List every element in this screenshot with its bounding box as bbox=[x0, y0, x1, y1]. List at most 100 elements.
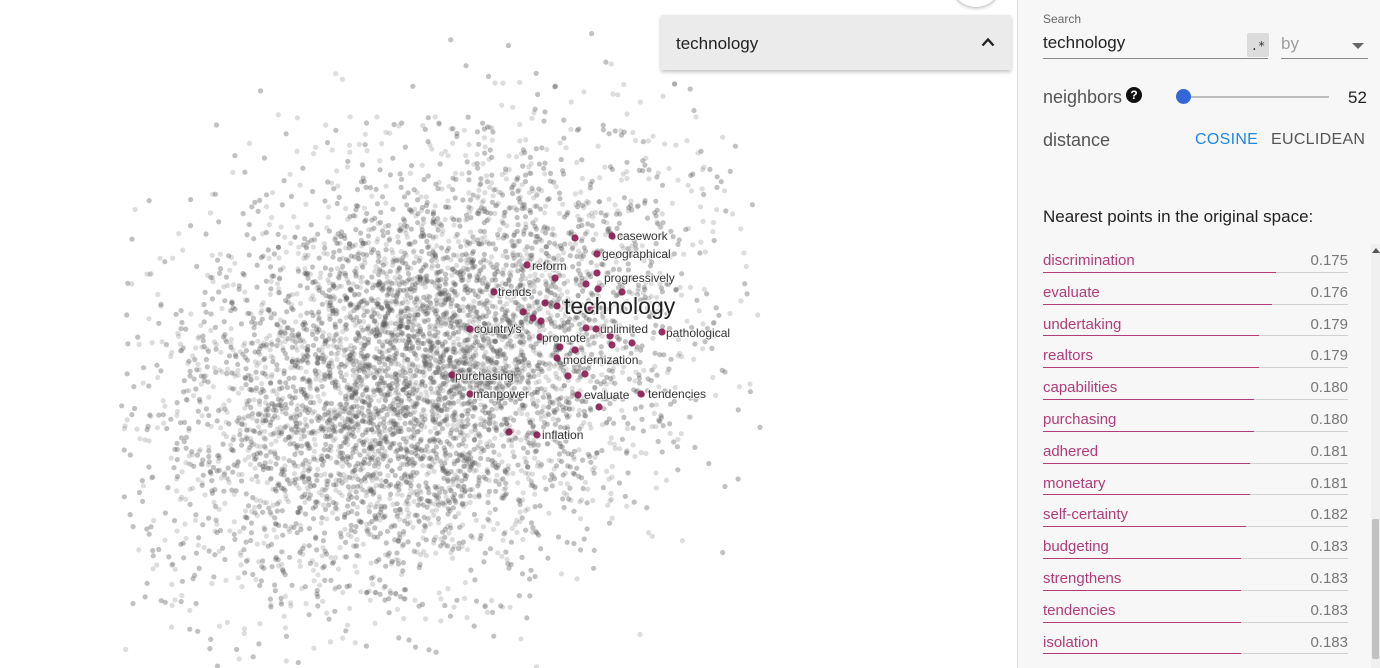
nearest-point-distance: 0.181 bbox=[1310, 442, 1348, 460]
scroll-up-icon[interactable] bbox=[1372, 248, 1380, 253]
neighbor-point[interactable] bbox=[505, 428, 513, 436]
scatter-plot[interactable]: casework geographical reform progressive… bbox=[0, 0, 1017, 668]
neighbor-point[interactable] bbox=[606, 332, 614, 340]
nearest-point-row[interactable]: budgeting 0.183 bbox=[1043, 530, 1348, 562]
nearest-points-title: Nearest points in the original space: bbox=[1043, 207, 1314, 226]
nearest-point-word[interactable]: tendencies bbox=[1043, 601, 1116, 619]
point-label-casework: casework bbox=[617, 229, 669, 243]
neighbor-point[interactable] bbox=[533, 431, 541, 439]
neighbor-point[interactable] bbox=[541, 299, 549, 307]
nearest-point-row[interactable]: undertaking 0.179 bbox=[1043, 308, 1348, 340]
neighbor-point[interactable] bbox=[582, 324, 590, 332]
neighbor-point[interactable] bbox=[593, 250, 601, 258]
chevron-up-icon[interactable] bbox=[981, 37, 995, 47]
point-label-promote: promote bbox=[542, 331, 586, 345]
search-label: Search bbox=[1043, 12, 1082, 26]
point-label-countrys: country's bbox=[474, 322, 522, 336]
point-labels: casework geographical reform progressive… bbox=[454, 228, 731, 443]
by-underline bbox=[1281, 58, 1368, 59]
inspector-panel: Search technology .* by neighbors ? 52 d… bbox=[1017, 0, 1380, 668]
nearest-point-word[interactable]: discrimination bbox=[1043, 252, 1135, 269]
neighbor-point[interactable] bbox=[448, 371, 456, 379]
nearest-point-row[interactable]: tendencies 0.183 bbox=[1043, 594, 1348, 626]
neighbor-point[interactable] bbox=[595, 403, 603, 411]
nearest-point-row[interactable]: isolation 0.183 bbox=[1043, 626, 1348, 658]
search-by-placeholder: by bbox=[1281, 34, 1299, 53]
projection-canvas[interactable]: casework geographical reform progressive… bbox=[0, 0, 1017, 668]
nearest-point-word[interactable]: evaluate bbox=[1043, 283, 1100, 301]
nearest-point-row[interactable]: capabilities 0.180 bbox=[1043, 371, 1348, 403]
nearest-point-word[interactable]: budgeting bbox=[1043, 538, 1109, 556]
neighbor-point[interactable] bbox=[553, 302, 561, 310]
neighbor-point[interactable] bbox=[628, 339, 636, 347]
neighbor-point[interactable] bbox=[553, 354, 561, 362]
nearest-point-row[interactable]: adhered 0.181 bbox=[1043, 435, 1348, 467]
selection-panel: technology bbox=[661, 15, 1011, 70]
neighbor-point[interactable] bbox=[658, 328, 666, 336]
search-by-select[interactable]: by bbox=[1281, 34, 1368, 58]
help-icon[interactable]: ? bbox=[1126, 87, 1142, 103]
point-label-modernization: modernization bbox=[563, 353, 638, 367]
neighbor-point[interactable] bbox=[466, 390, 474, 398]
distance-bar bbox=[1043, 494, 1250, 496]
distance-bar bbox=[1043, 303, 1272, 305]
scrollbar-thumb[interactable] bbox=[1372, 519, 1379, 659]
nearest-point-distance: 0.183 bbox=[1310, 538, 1348, 556]
neighbor-point[interactable] bbox=[529, 314, 537, 322]
neighbor-point[interactable] bbox=[537, 317, 545, 325]
neighbor-point[interactable] bbox=[536, 333, 544, 341]
neighbor-point[interactable] bbox=[571, 234, 579, 242]
nearest-point-word[interactable]: monetary bbox=[1043, 474, 1106, 492]
neighbor-point[interactable] bbox=[618, 288, 626, 296]
nearest-point-row[interactable]: monetary 0.181 bbox=[1043, 467, 1348, 499]
neighbor-point[interactable] bbox=[582, 280, 590, 288]
neighbors-value: 52 bbox=[1348, 88, 1367, 107]
neighbor-point[interactable] bbox=[594, 285, 602, 293]
nearest-point-word[interactable]: capabilities bbox=[1043, 379, 1118, 397]
point-label-trends: trends bbox=[498, 285, 531, 299]
neighbor-point[interactable] bbox=[556, 343, 564, 351]
nearest-point-row[interactable]: discrimination 0.175 bbox=[1043, 244, 1348, 276]
point-label-inflation: inflation bbox=[542, 428, 583, 442]
neighbor-point[interactable] bbox=[586, 306, 594, 314]
neighbor-point[interactable] bbox=[519, 308, 527, 316]
nearest-point-row[interactable]: evaluate 0.176 bbox=[1043, 276, 1348, 308]
nearest-point-row[interactable]: strengthens 0.183 bbox=[1043, 562, 1348, 594]
point-label-tendencies: tendencies bbox=[648, 387, 706, 401]
neighbor-point[interactable] bbox=[466, 325, 474, 333]
neighbor-point[interactable] bbox=[564, 372, 572, 380]
neighbor-point[interactable] bbox=[574, 391, 582, 399]
neighbor-point[interactable] bbox=[637, 390, 645, 398]
distance-bar bbox=[1043, 462, 1250, 464]
search-input[interactable]: technology bbox=[1043, 33, 1126, 52]
nearest-point-word[interactable]: strengthens bbox=[1043, 569, 1122, 587]
nearest-list-scrollbar[interactable] bbox=[1371, 244, 1380, 668]
neighbor-point[interactable] bbox=[551, 274, 559, 282]
distance-euclidean-button[interactable]: EUCLIDEAN bbox=[1271, 131, 1366, 148]
nearest-point-word[interactable]: realtors bbox=[1043, 347, 1094, 365]
neighbors-slider[interactable] bbox=[1176, 89, 1329, 104]
nearest-point-row[interactable]: realtors 0.179 bbox=[1043, 339, 1348, 371]
distance-cosine-button[interactable]: COSINE bbox=[1195, 131, 1259, 148]
neighbor-point[interactable] bbox=[581, 370, 589, 378]
dropdown-arrow-icon bbox=[1352, 43, 1364, 49]
nearest-point-row[interactable]: purchasing 0.180 bbox=[1043, 403, 1348, 435]
slider-knob[interactable] bbox=[1176, 89, 1191, 104]
neighbor-point[interactable] bbox=[490, 288, 498, 296]
neighbor-point[interactable] bbox=[523, 261, 531, 269]
point-label-purchasing: purchasing bbox=[455, 369, 514, 383]
regex-toggle-button[interactable]: .* bbox=[1247, 33, 1269, 57]
nearest-point-word[interactable]: isolation bbox=[1043, 633, 1099, 651]
neighbor-point[interactable] bbox=[608, 232, 616, 240]
nearest-point-word[interactable]: self-certainty bbox=[1043, 506, 1129, 524]
nearest-point-word[interactable]: undertaking bbox=[1043, 315, 1122, 333]
nearest-point-word[interactable]: adhered bbox=[1043, 442, 1099, 460]
neighbor-point[interactable] bbox=[608, 341, 616, 349]
distance-bar bbox=[1043, 557, 1242, 559]
neighbor-point[interactable] bbox=[593, 269, 601, 277]
selection-title: technology bbox=[676, 34, 759, 53]
nearest-point-row[interactable]: self-certainty 0.182 bbox=[1043, 498, 1348, 530]
neighbor-point[interactable] bbox=[592, 325, 600, 333]
nearest-point-word[interactable]: purchasing bbox=[1043, 410, 1117, 428]
neighbor-point[interactable] bbox=[571, 346, 579, 354]
